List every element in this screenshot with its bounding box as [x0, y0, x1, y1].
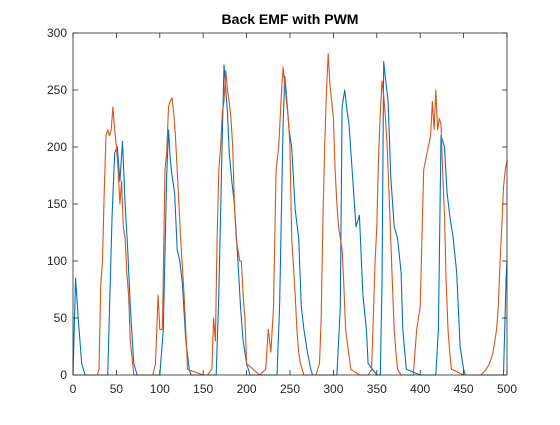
x-tick-label: 450 [454, 382, 474, 396]
chart-title: Back EMF with PWM [222, 11, 359, 27]
y-tick-label: 50 [54, 311, 68, 325]
x-tick-label: 50 [110, 382, 124, 396]
y-tick-label: 300 [47, 26, 67, 40]
y-tick-label: 150 [47, 197, 67, 211]
y-tick-label: 250 [47, 83, 67, 97]
x-tick-label: 300 [323, 382, 343, 396]
series-2-line [73, 52, 508, 376]
x-tick-label: 400 [410, 382, 430, 396]
axes-layer: 0 50 100 150 200 250 300 350 400 450 500 0 50 100 150 2… [47, 26, 517, 396]
x-tick-label: 350 [367, 382, 387, 396]
y-tick-label: 0 [60, 368, 67, 382]
y-tick-label: 100 [47, 254, 67, 268]
x-tick-label: 100 [150, 382, 170, 396]
x-tick-label: 200 [237, 382, 257, 396]
x-tick-label: 250 [280, 382, 300, 396]
plot-area [73, 33, 507, 375]
x-tick-label: 500 [497, 382, 517, 396]
y-tick-label: 200 [47, 140, 67, 154]
x-tick-label: 0 [70, 382, 77, 396]
x-tick-label: 150 [193, 382, 213, 396]
